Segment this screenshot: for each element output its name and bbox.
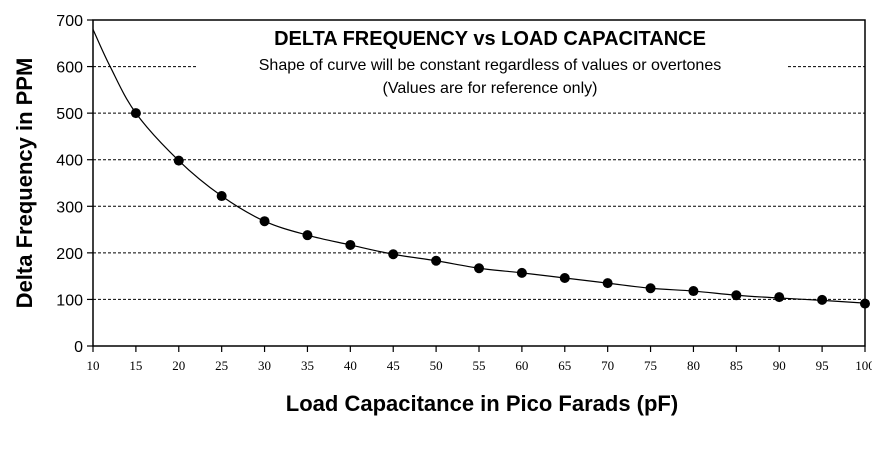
y-tick-label-500: 500	[56, 106, 83, 123]
x-tick-label-35: 35	[301, 358, 314, 373]
data-point-30	[259, 216, 270, 227]
y-tick-label-400: 400	[56, 153, 83, 170]
y-tick-label-300: 300	[56, 199, 83, 216]
x-tick-label-60: 60	[515, 358, 528, 373]
x-tick-label-10: 10	[87, 358, 100, 373]
x-tick-label-40: 40	[344, 358, 357, 373]
data-point-75	[645, 283, 656, 294]
data-point-65	[559, 273, 570, 284]
data-points	[130, 108, 870, 309]
x-tick-label-45: 45	[387, 358, 400, 373]
x-tick-label-70: 70	[601, 358, 614, 373]
data-point-95	[817, 294, 828, 305]
data-point-40	[345, 239, 356, 250]
x-tick-label-55: 55	[473, 358, 486, 373]
x-tick-label-50: 50	[430, 358, 443, 373]
chart-subtitle-line-2: (Values are for reference only)	[383, 80, 598, 97]
title-group: DELTA FREQUENCY vs LOAD CAPACITANCE Shap…	[196, 28, 786, 100]
x-tick-label-85: 85	[730, 358, 743, 373]
data-point-80	[688, 286, 699, 297]
data-point-20	[173, 155, 184, 166]
x-tick-label-75: 75	[644, 358, 657, 373]
x-tick-label-90: 90	[773, 358, 786, 373]
chart-subtitle-line-1: Shape of curve will be constant regardle…	[259, 57, 721, 74]
data-point-90	[774, 292, 785, 303]
data-point-60	[516, 267, 527, 278]
data-point-35	[302, 230, 313, 241]
x-tick-label-100: 100	[855, 358, 872, 373]
data-point-55	[474, 263, 484, 274]
data-point-85	[731, 290, 742, 301]
y-axis-label: Delta Frequency in PPM	[12, 58, 37, 309]
data-point-15	[130, 108, 141, 119]
x-tick-label-20: 20	[172, 358, 185, 373]
title-backdrop	[196, 52, 786, 100]
x-tick-label-95: 95	[816, 358, 829, 373]
y-axis-ticks: 0 100 200 300 400 500 600 700	[56, 13, 93, 356]
y-tick-label-0: 0	[74, 339, 83, 356]
chart-title: DELTA FREQUENCY vs LOAD CAPACITANCE	[274, 28, 706, 50]
y-tick-label-700: 700	[56, 13, 83, 30]
x-axis-ticks: 10 15 20 25 30 35 40 45 50 55 60 65 70 75 80 85 90 95 100	[87, 346, 872, 373]
y-tick-label-600: 600	[56, 60, 83, 77]
y-tick-label-100: 100	[56, 292, 83, 309]
x-tick-label-30: 30	[258, 358, 271, 373]
data-point-45	[388, 249, 399, 260]
data-point-50	[431, 255, 442, 266]
data-point-70	[602, 278, 613, 289]
data-point-25	[216, 191, 227, 202]
y-tick-label-200: 200	[56, 246, 83, 263]
x-tick-label-15: 15	[129, 358, 142, 373]
x-tick-label-25: 25	[215, 358, 228, 373]
x-tick-label-80: 80	[687, 358, 700, 373]
x-axis-label: Load Capacitance in Pico Farads (pF)	[286, 391, 678, 416]
x-tick-label-65: 65	[558, 358, 571, 373]
